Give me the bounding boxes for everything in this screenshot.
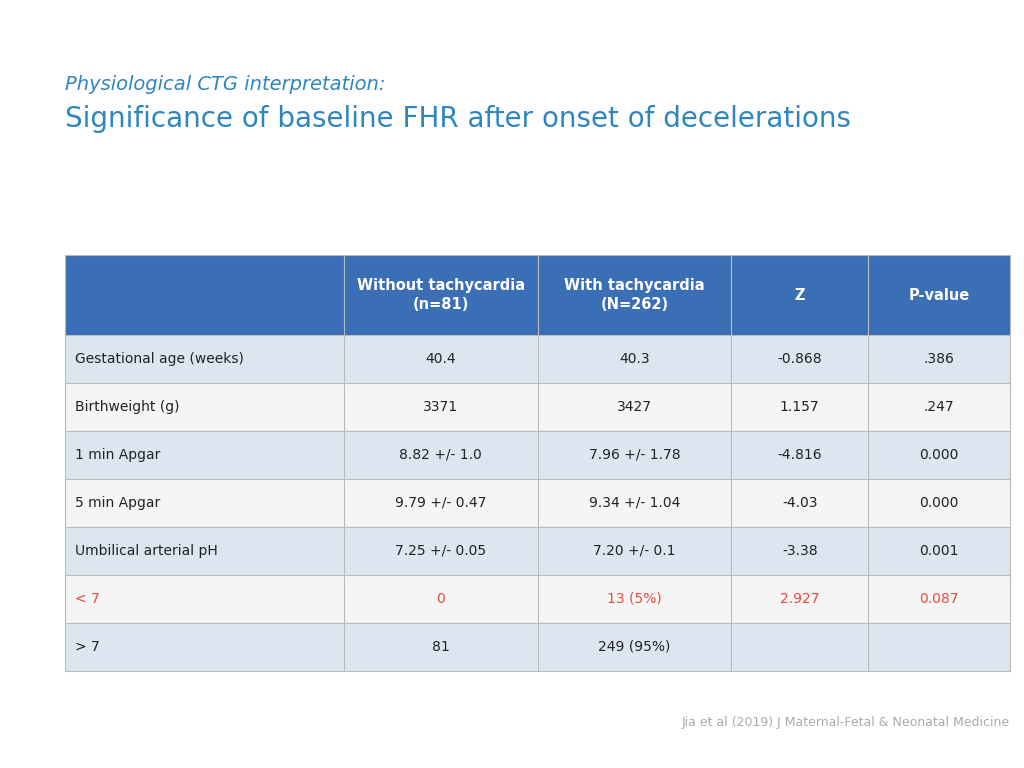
Bar bbox=[344, 527, 538, 575]
Text: 7.96 +/- 1.78: 7.96 +/- 1.78 bbox=[589, 448, 680, 462]
Text: 3371: 3371 bbox=[423, 400, 458, 414]
Text: 9.79 +/- 0.47: 9.79 +/- 0.47 bbox=[395, 496, 486, 510]
Bar bbox=[731, 383, 868, 431]
Text: 1.157: 1.157 bbox=[780, 400, 819, 414]
Bar bbox=[538, 383, 731, 431]
Text: Z: Z bbox=[795, 287, 805, 303]
Text: .386: .386 bbox=[924, 352, 954, 366]
Text: 7.25 +/- 0.05: 7.25 +/- 0.05 bbox=[395, 544, 486, 558]
Text: 2.927: 2.927 bbox=[780, 592, 819, 606]
Bar bbox=[65, 431, 344, 479]
Bar bbox=[538, 575, 731, 623]
Text: 0.000: 0.000 bbox=[920, 448, 958, 462]
Text: 5 min Apgar: 5 min Apgar bbox=[75, 496, 160, 510]
Text: -0.868: -0.868 bbox=[777, 352, 822, 366]
Text: Without tachycardia
(n=81): Without tachycardia (n=81) bbox=[356, 277, 524, 313]
Bar bbox=[65, 575, 344, 623]
Bar bbox=[65, 383, 344, 431]
Text: 249 (95%): 249 (95%) bbox=[598, 640, 671, 654]
Bar bbox=[868, 479, 1010, 527]
Text: 9.34 +/- 1.04: 9.34 +/- 1.04 bbox=[589, 496, 680, 510]
Text: P-value: P-value bbox=[908, 287, 970, 303]
Bar bbox=[731, 623, 868, 671]
Text: -4.816: -4.816 bbox=[777, 448, 822, 462]
Bar bbox=[868, 255, 1010, 335]
Bar bbox=[65, 623, 344, 671]
Bar bbox=[868, 383, 1010, 431]
Text: Jia et al (2019) J Maternal-Fetal & Neonatal Medicine: Jia et al (2019) J Maternal-Fetal & Neon… bbox=[682, 716, 1010, 729]
Text: Physiological CTG interpretation:: Physiological CTG interpretation: bbox=[65, 75, 385, 94]
Bar bbox=[344, 255, 538, 335]
Text: .247: .247 bbox=[924, 400, 954, 414]
Bar bbox=[65, 479, 344, 527]
Bar bbox=[868, 335, 1010, 383]
Text: 0: 0 bbox=[436, 592, 445, 606]
Text: 81: 81 bbox=[432, 640, 450, 654]
Text: Significance of baseline FHR after onset of decelerations: Significance of baseline FHR after onset… bbox=[65, 105, 851, 133]
Bar bbox=[731, 479, 868, 527]
Bar bbox=[731, 527, 868, 575]
Bar bbox=[731, 335, 868, 383]
Bar bbox=[731, 431, 868, 479]
Text: -3.38: -3.38 bbox=[782, 544, 817, 558]
Bar bbox=[868, 575, 1010, 623]
Text: 1 min Apgar: 1 min Apgar bbox=[75, 448, 161, 462]
Bar bbox=[344, 479, 538, 527]
Bar bbox=[731, 255, 868, 335]
Bar bbox=[344, 383, 538, 431]
Text: 0.087: 0.087 bbox=[920, 592, 958, 606]
Text: -4.03: -4.03 bbox=[782, 496, 817, 510]
Text: Umbilical arterial pH: Umbilical arterial pH bbox=[75, 544, 218, 558]
Text: 3427: 3427 bbox=[616, 400, 652, 414]
Text: 8.82 +/- 1.0: 8.82 +/- 1.0 bbox=[399, 448, 482, 462]
Bar bbox=[538, 255, 731, 335]
Bar bbox=[65, 255, 344, 335]
Text: Birthweight (g): Birthweight (g) bbox=[75, 400, 179, 414]
Text: 7.20 +/- 0.1: 7.20 +/- 0.1 bbox=[593, 544, 676, 558]
Bar bbox=[538, 479, 731, 527]
Bar bbox=[868, 527, 1010, 575]
Text: 40.3: 40.3 bbox=[620, 352, 649, 366]
Bar bbox=[538, 335, 731, 383]
Bar bbox=[344, 575, 538, 623]
Text: 40.4: 40.4 bbox=[425, 352, 456, 366]
Bar bbox=[344, 431, 538, 479]
Bar bbox=[868, 431, 1010, 479]
Bar bbox=[731, 575, 868, 623]
Bar bbox=[65, 527, 344, 575]
Text: With tachycardia
(N=262): With tachycardia (N=262) bbox=[564, 277, 705, 313]
Bar bbox=[538, 431, 731, 479]
Bar bbox=[538, 527, 731, 575]
Text: 0.000: 0.000 bbox=[920, 496, 958, 510]
Text: > 7: > 7 bbox=[75, 640, 99, 654]
Bar bbox=[344, 623, 538, 671]
Bar bbox=[538, 623, 731, 671]
Bar bbox=[65, 335, 344, 383]
Bar bbox=[868, 623, 1010, 671]
Text: 0.001: 0.001 bbox=[920, 544, 958, 558]
Text: 13 (5%): 13 (5%) bbox=[607, 592, 662, 606]
Bar bbox=[344, 335, 538, 383]
Text: Gestational age (weeks): Gestational age (weeks) bbox=[75, 352, 244, 366]
Text: < 7: < 7 bbox=[75, 592, 99, 606]
